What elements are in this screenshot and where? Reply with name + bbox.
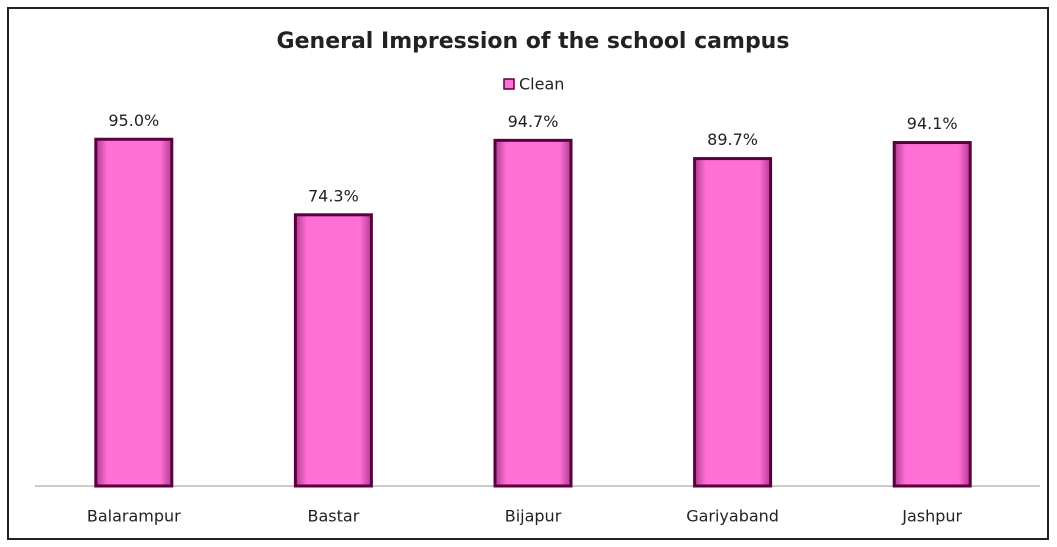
bar bbox=[94, 137, 174, 488]
bar bbox=[293, 213, 373, 488]
bar bbox=[493, 138, 573, 488]
x-tick-label: Bastar bbox=[308, 507, 360, 526]
bar bbox=[892, 141, 972, 488]
value-label: 94.7% bbox=[508, 112, 559, 131]
x-tick-label: Balarampur bbox=[87, 507, 181, 526]
x-tick-label: Gariyaband bbox=[686, 507, 779, 526]
value-label: 89.7% bbox=[707, 130, 758, 149]
value-label: 74.3% bbox=[308, 186, 359, 205]
x-tick-label: Bijapur bbox=[505, 507, 562, 526]
value-label: 94.1% bbox=[907, 114, 958, 133]
value-label: 95.0% bbox=[108, 111, 159, 130]
chart-title: General Impression of the school campus bbox=[277, 29, 790, 54]
legend-swatch bbox=[503, 78, 515, 90]
bar bbox=[693, 157, 773, 488]
legend-label: Clean bbox=[519, 75, 564, 94]
x-tick-label: Jashpur bbox=[901, 507, 962, 526]
